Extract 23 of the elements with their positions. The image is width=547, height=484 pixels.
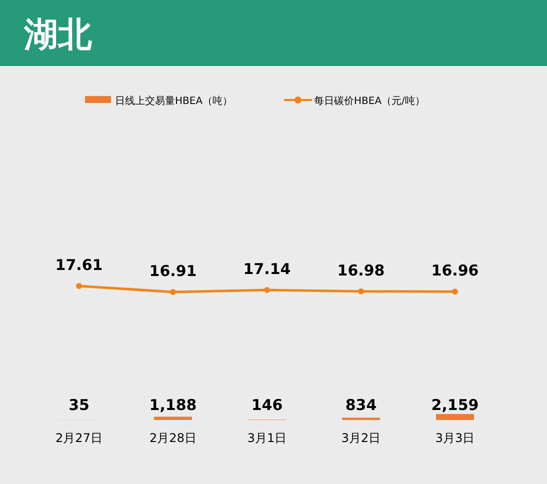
data-label: 16.91 bbox=[149, 262, 197, 280]
x-tick-label: 3月2日 bbox=[341, 431, 381, 445]
x-tick-label: 2月27日 bbox=[56, 431, 102, 445]
data-label: 17.61 bbox=[55, 256, 103, 274]
x-tick-label: 3月1日 bbox=[247, 431, 287, 445]
point bbox=[264, 287, 270, 294]
data-label: 146 bbox=[251, 396, 283, 414]
point bbox=[76, 283, 82, 289]
legend-label: 日线上交易量HBEA（吨） bbox=[115, 95, 233, 107]
data-label: 2,159 bbox=[431, 396, 479, 414]
data-label: 834 bbox=[345, 396, 377, 414]
data-label: 17.14 bbox=[243, 260, 291, 278]
data-label: 1,188 bbox=[149, 396, 197, 414]
legend-label: 每日碳价HBEA（元/吨） bbox=[314, 95, 425, 107]
data-label: 16.98 bbox=[337, 261, 385, 280]
x-tick-label: 3月3日 bbox=[435, 431, 475, 445]
x-tick-label: 2月28日 bbox=[150, 431, 196, 445]
point bbox=[170, 289, 176, 295]
point bbox=[452, 288, 458, 295]
point bbox=[358, 288, 364, 294]
chart-title: 湖北 bbox=[23, 15, 93, 55]
data-label: 16.96 bbox=[431, 262, 479, 280]
data-label: 35 bbox=[68, 396, 90, 414]
